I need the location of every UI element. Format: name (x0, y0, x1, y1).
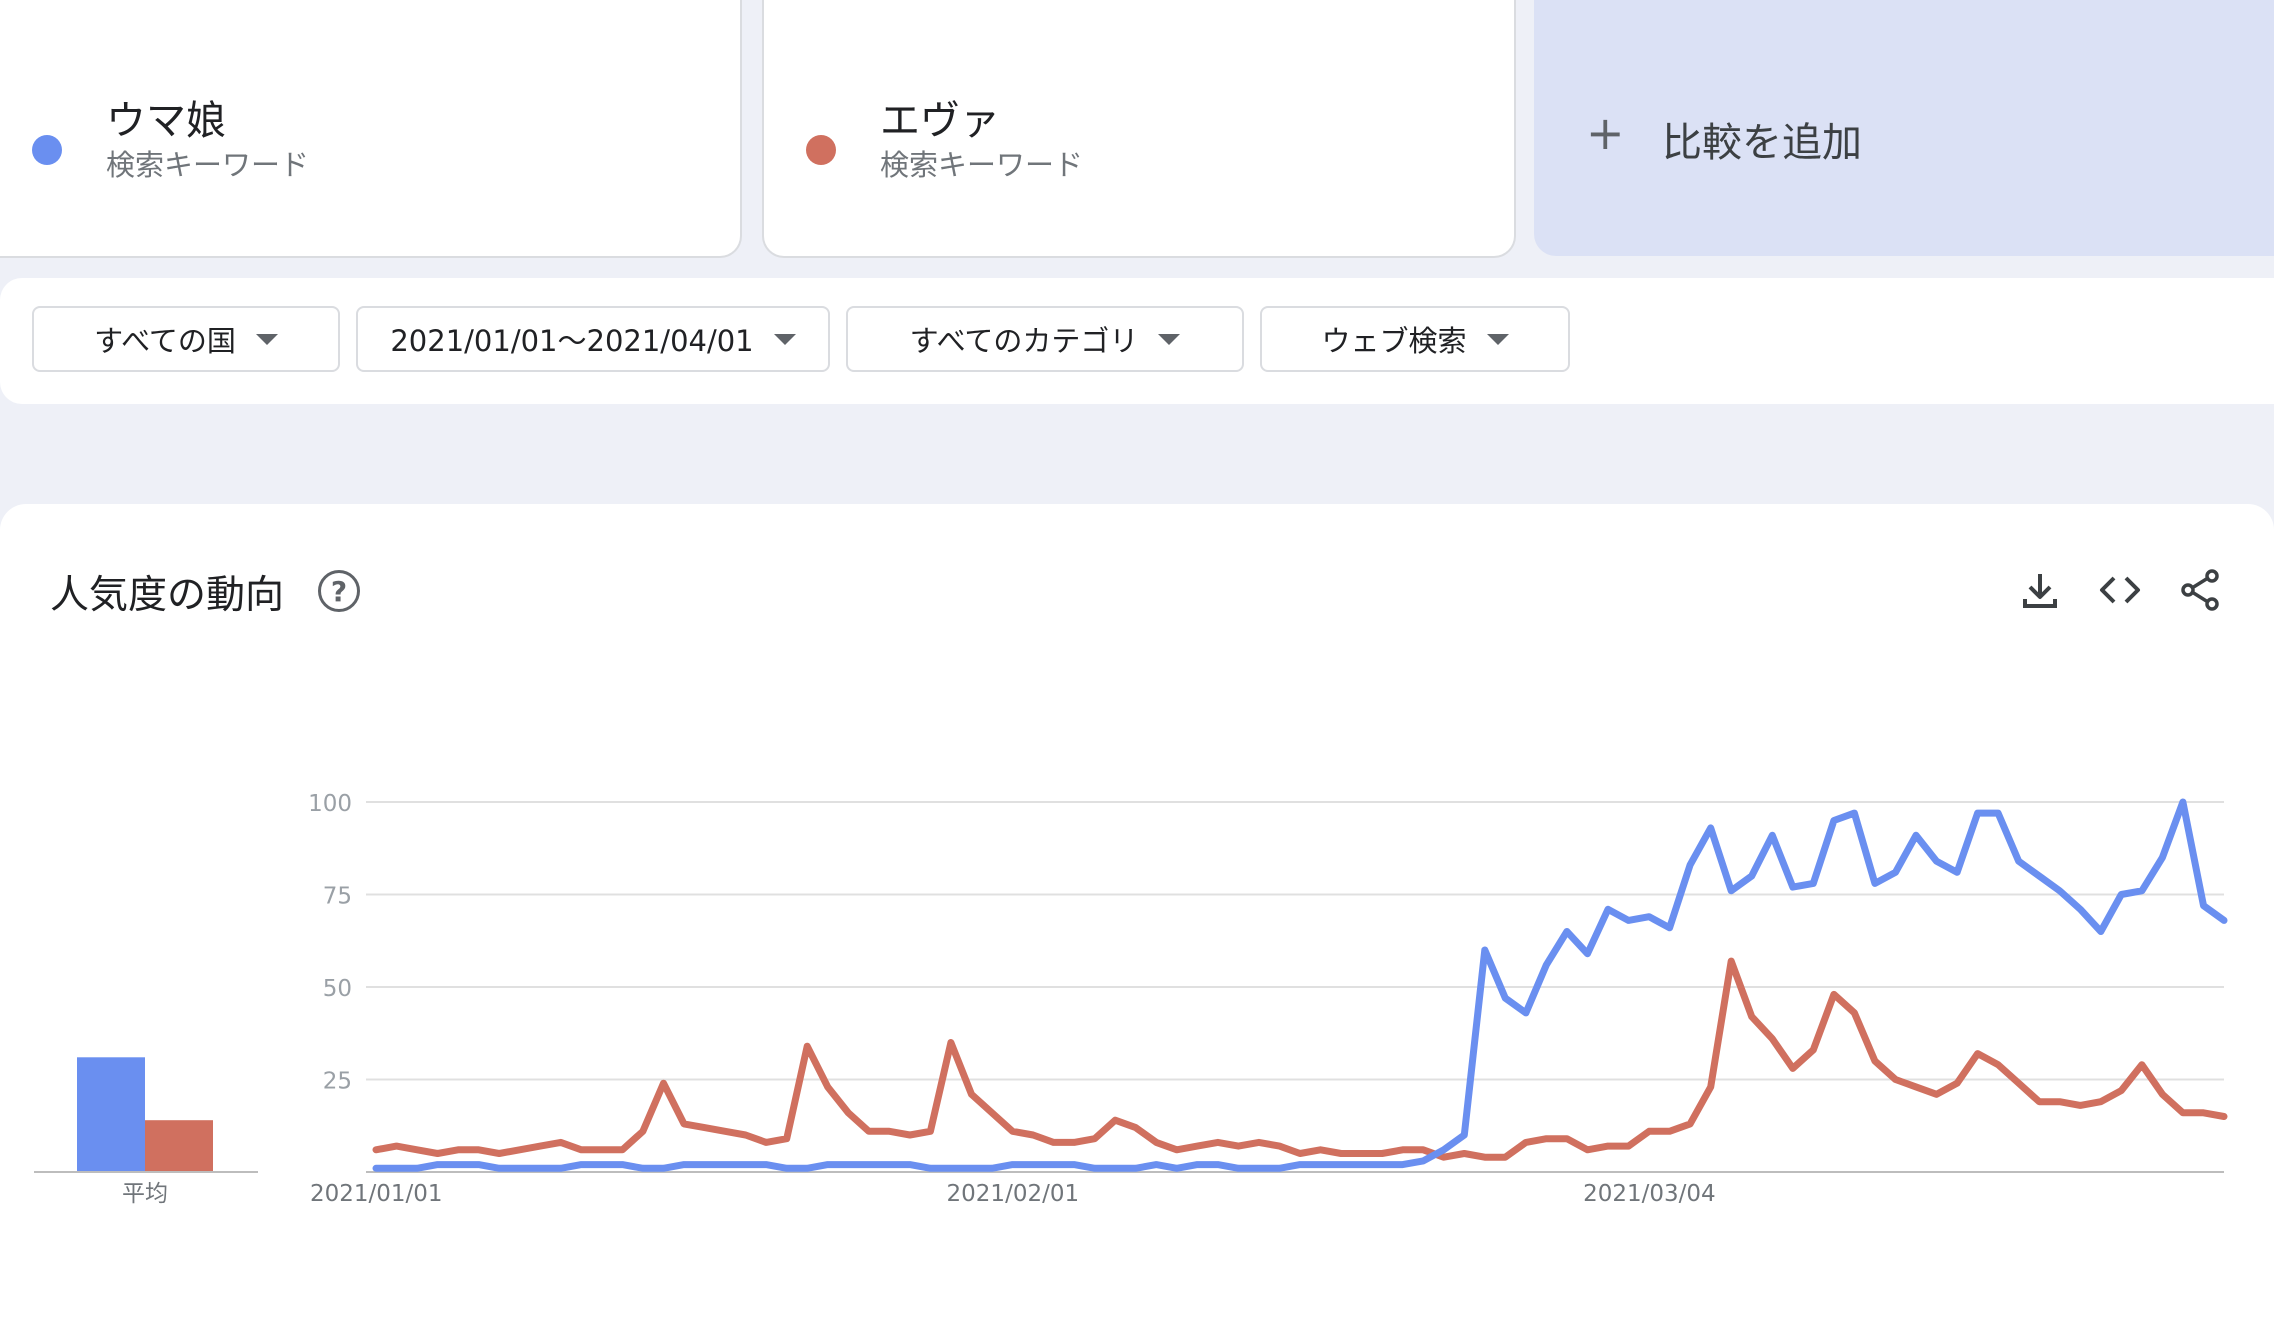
share-icon[interactable] (2176, 566, 2224, 614)
term-type: 検索キーワード (106, 148, 310, 182)
dropdown-arrow-icon (255, 333, 278, 345)
search-type-filter[interactable]: ウェブ検索 (1260, 306, 1570, 372)
term-type: 検索キーワード (880, 148, 1084, 182)
interest-over-time-panel: 人気度の動向 ? (0, 504, 2274, 1324)
dropdown-arrow-icon (1486, 333, 1509, 345)
download-icon[interactable] (2016, 566, 2064, 614)
term-name: エヴァ (880, 98, 1000, 144)
region-filter-label: すべての国 (94, 324, 236, 358)
region-filter[interactable]: すべての国 (32, 306, 340, 372)
help-icon[interactable]: ? (318, 570, 360, 612)
date-range-filter[interactable]: 2021/01/01〜2021/04/01 (356, 306, 830, 372)
term-card-1[interactable]: ウマ娘 検索キーワード (0, 0, 742, 258)
category-filter-label: すべてのカテゴリ (909, 324, 1139, 358)
series-color-dot (32, 135, 62, 165)
search-type-filter-label: ウェブ検索 (1321, 324, 1467, 358)
add-comparison-button[interactable]: + 比較を追加 (1534, 0, 2274, 256)
embed-code-icon[interactable] (2096, 566, 2144, 614)
dropdown-arrow-icon (773, 333, 796, 345)
add-comparison-label: 比較を追加 (1662, 120, 1862, 166)
date-range-filter-label: 2021/01/01〜2021/04/01 (390, 324, 754, 358)
category-filter[interactable]: すべてのカテゴリ (846, 306, 1244, 372)
filter-bar: すべての国 2021/01/01〜2021/04/01 すべてのカテゴリ ウェブ… (0, 278, 2274, 404)
term-name: ウマ娘 (106, 98, 226, 144)
term-card-2[interactable]: エヴァ 検索キーワード (762, 0, 1516, 258)
series-color-dot (806, 135, 836, 165)
panel-title: 人気度の動向 (50, 573, 285, 618)
dropdown-arrow-icon (1158, 333, 1181, 345)
plus-icon: + (1586, 106, 1625, 160)
